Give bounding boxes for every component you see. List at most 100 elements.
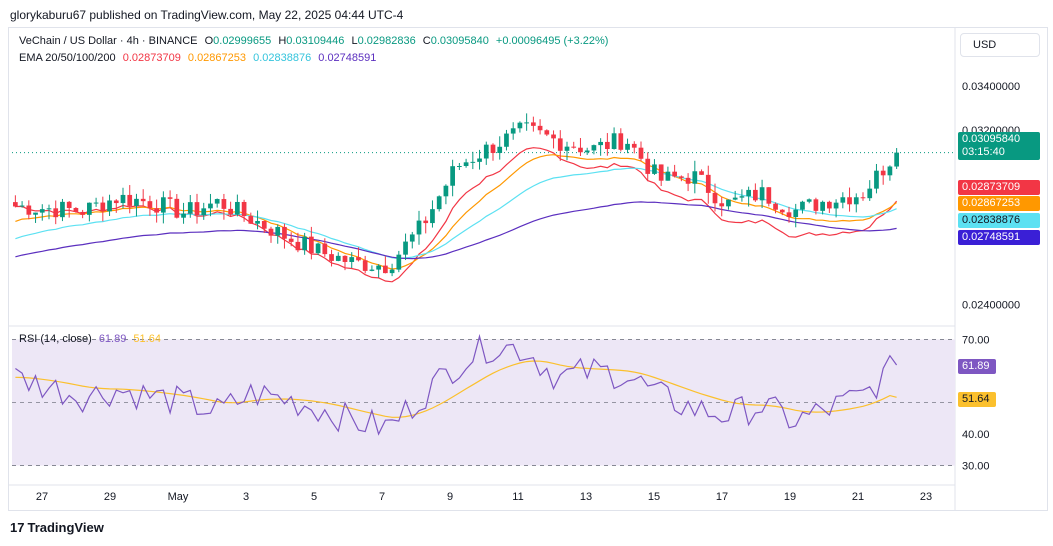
candle-body [383, 265, 388, 274]
candle-body [705, 174, 711, 193]
candle-body [867, 188, 873, 199]
candle-body [409, 234, 415, 242]
price-tick-label: 0.03400000 [962, 81, 1020, 93]
candle-body [833, 202, 839, 209]
candle-body [739, 196, 745, 198]
low-value: L0.02982836 [351, 35, 416, 47]
candle-body [887, 166, 893, 176]
candle-body [672, 171, 677, 177]
ema20-badge: 0.02873709 [958, 180, 1040, 195]
candle-body [127, 194, 133, 206]
candle-body [860, 197, 866, 199]
current-price: 0.03095840 [962, 133, 1021, 145]
candle-body [450, 166, 455, 186]
rsi-line [15, 333, 898, 436]
candle-body [477, 158, 482, 162]
candle-body [618, 133, 624, 150]
candle-body [732, 197, 738, 200]
time-tick-label: May [168, 491, 189, 503]
candle-body [605, 141, 610, 150]
candle-body [746, 189, 751, 197]
candle-body [416, 220, 422, 235]
candle-body [497, 146, 503, 153]
time-tick-label: 27 [36, 491, 48, 503]
rsi-label[interactable]: RSI (14, close) [19, 333, 92, 345]
candle-body [598, 141, 603, 146]
time-tick-label: 19 [784, 491, 796, 503]
candle-body [483, 144, 489, 159]
price-tick-label: 0.02400000 [962, 300, 1020, 312]
candle-body [241, 201, 247, 217]
candle-body [369, 269, 375, 271]
time-tick-label: 21 [852, 491, 864, 503]
time-tick-label: 5 [311, 491, 317, 503]
candle-body [228, 208, 233, 215]
time-tick-label: 13 [580, 491, 592, 503]
time-tick-label: 3 [243, 491, 249, 503]
candle-body [235, 201, 240, 215]
time-tick-label: 7 [379, 491, 385, 503]
candle-body [309, 236, 314, 254]
rsi-ma-value: 51.64 [133, 333, 161, 345]
symbol-title[interactable]: VeChain / US Dollar · 4h · BINANCE [19, 35, 198, 47]
candle-body [436, 196, 442, 210]
time-tick-label: 15 [648, 491, 660, 503]
candle-body [611, 133, 617, 150]
candle-body [591, 145, 597, 151]
candle-body [766, 187, 772, 204]
candle-body [13, 202, 18, 207]
candle-body [248, 216, 254, 224]
candle-body [443, 185, 449, 197]
candle-body [107, 200, 112, 212]
time-tick-label: 9 [447, 491, 453, 503]
candle-body [356, 257, 361, 261]
candle-body [510, 128, 516, 134]
ema100-badge: 0.02838876 [958, 213, 1040, 228]
close-value: C0.03095840 [422, 35, 489, 47]
candle-body [60, 201, 65, 218]
candle-body [773, 203, 778, 210]
candle-body [847, 197, 852, 205]
candle-body [544, 130, 550, 135]
publisher-line: glorykaburu67 published on TradingView.c… [10, 8, 404, 22]
candle-body [827, 201, 832, 209]
candle-body [322, 243, 328, 255]
rsi-ma-badge: 51.64 [958, 392, 996, 407]
candle-body [564, 146, 570, 151]
time-tick-label: 17 [716, 491, 728, 503]
ema200-value: 0.02748591 [318, 52, 377, 64]
candle-body [161, 197, 166, 213]
candle-body [396, 254, 402, 270]
time-tick-label: 11 [512, 491, 523, 503]
candle-body [288, 238, 294, 242]
tradingview-brand[interactable]: 17 TradingView [10, 520, 104, 535]
candle-body [645, 158, 651, 174]
candle-body [800, 201, 805, 210]
candle-body [214, 199, 220, 204]
ema-line-50 [15, 154, 897, 270]
candle-body [551, 134, 556, 139]
candle-body [349, 257, 355, 262]
candle-body [335, 255, 341, 261]
candle-body [658, 164, 664, 181]
candle-body [840, 197, 846, 203]
candle-body [167, 197, 173, 199]
candle-body [753, 189, 758, 201]
candle-body [208, 203, 213, 209]
candle-body [255, 220, 260, 224]
bar-countdown: 03:15:40 [962, 146, 1005, 158]
ema50-value: 0.02867253 [187, 52, 247, 64]
candle-body [652, 164, 657, 174]
candle-body [679, 176, 684, 178]
candle-body [187, 202, 193, 214]
candle-body [894, 152, 899, 167]
candle-body [39, 209, 45, 213]
ema20-value: 0.02873709 [122, 52, 181, 64]
ema-label[interactable]: EMA 20/50/100/200 [19, 52, 116, 64]
currency-button[interactable]: USD [960, 33, 1040, 57]
candle-body [820, 201, 825, 211]
change-value: +0.00096495 (+3.22%) [495, 35, 609, 47]
candle-body [100, 202, 106, 212]
candle-body [571, 146, 577, 148]
